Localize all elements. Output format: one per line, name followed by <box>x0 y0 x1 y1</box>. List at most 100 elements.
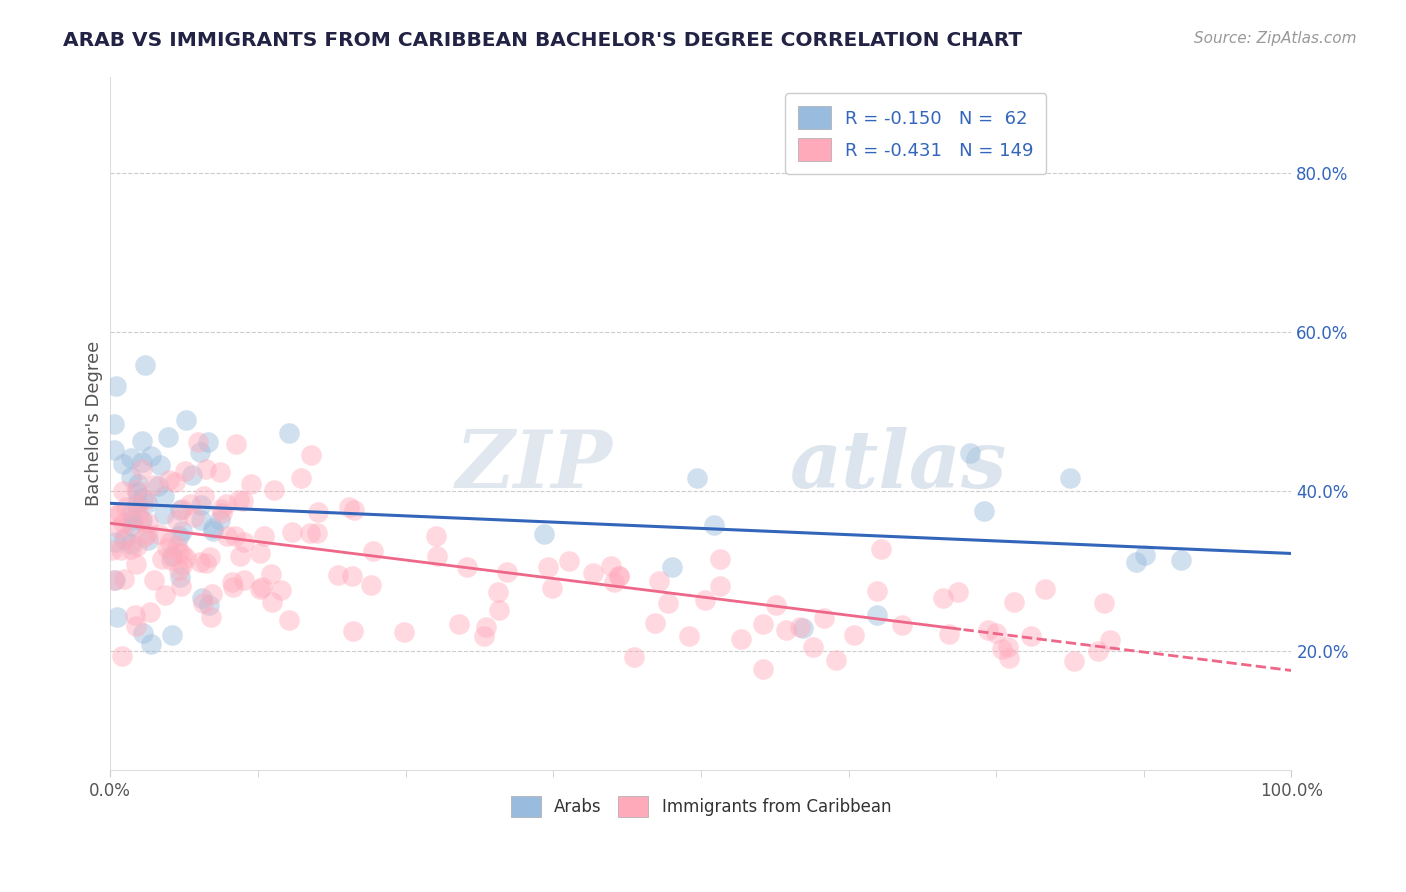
Point <box>131 512 153 526</box>
Point <box>127 477 149 491</box>
Point <box>188 555 211 569</box>
Point <box>110 543 132 558</box>
Point <box>202 524 225 538</box>
Text: ZIP: ZIP <box>456 426 612 504</box>
Point <box>170 502 193 516</box>
Point <box>198 598 221 612</box>
Point <box>183 510 205 524</box>
Point <box>360 578 382 592</box>
Point <box>307 526 329 541</box>
Point <box>167 545 190 559</box>
Point <box>112 532 135 546</box>
Point <box>232 494 254 508</box>
Point <box>825 652 848 666</box>
Point <box>160 549 183 563</box>
Point <box>221 575 243 590</box>
Text: ARAB VS IMMIGRANTS FROM CARIBBEAN BACHELOR'S DEGREE CORRELATION CHART: ARAB VS IMMIGRANTS FROM CARIBBEAN BACHEL… <box>63 31 1022 50</box>
Point <box>290 471 312 485</box>
Point <box>866 583 889 598</box>
Point <box>222 580 245 594</box>
Point <box>195 462 218 476</box>
Point <box>132 530 155 544</box>
Point <box>1092 596 1115 610</box>
Point <box>138 605 160 619</box>
Point <box>623 649 645 664</box>
Point <box>191 591 214 606</box>
Point <box>120 450 142 465</box>
Point <box>153 588 176 602</box>
Point <box>174 413 197 427</box>
Point <box>240 477 263 491</box>
Point <box>870 541 893 556</box>
Point <box>112 516 135 530</box>
Point <box>866 608 889 623</box>
Point <box>253 529 276 543</box>
Text: atlas: atlas <box>789 426 1007 504</box>
Point <box>475 619 498 633</box>
Point <box>200 587 222 601</box>
Legend: Arabs, Immigrants from Caribbean: Arabs, Immigrants from Caribbean <box>503 789 898 824</box>
Point <box>224 528 246 542</box>
Point <box>789 620 811 634</box>
Point <box>129 513 152 527</box>
Point <box>120 506 142 520</box>
Point <box>973 504 995 518</box>
Point <box>170 579 193 593</box>
Point <box>298 525 321 540</box>
Point <box>361 544 384 558</box>
Point <box>136 533 159 548</box>
Point <box>392 624 415 639</box>
Point <box>997 640 1019 654</box>
Point <box>765 598 787 612</box>
Point <box>111 648 134 663</box>
Point <box>232 535 254 549</box>
Point <box>343 502 366 516</box>
Point <box>541 581 564 595</box>
Point <box>1019 629 1042 643</box>
Point <box>661 560 683 574</box>
Point <box>426 549 449 563</box>
Point <box>162 628 184 642</box>
Point <box>229 549 252 563</box>
Point <box>166 537 188 551</box>
Point <box>1033 582 1056 596</box>
Point <box>127 508 149 522</box>
Point <box>752 616 775 631</box>
Point <box>148 479 170 493</box>
Point <box>103 573 125 587</box>
Point <box>121 518 143 533</box>
Point <box>124 607 146 622</box>
Point <box>112 572 135 586</box>
Point <box>112 483 135 498</box>
Point <box>159 535 181 549</box>
Point <box>488 603 510 617</box>
Point <box>472 629 495 643</box>
Point <box>125 539 148 553</box>
Point <box>977 624 1000 638</box>
Point <box>1098 632 1121 647</box>
Point <box>932 591 955 606</box>
Point <box>496 565 519 579</box>
Point <box>103 535 125 549</box>
Point <box>607 569 630 583</box>
Point <box>249 546 271 560</box>
Point <box>342 568 364 582</box>
Point <box>250 580 273 594</box>
Point <box>456 560 478 574</box>
Point <box>228 493 250 508</box>
Point <box>131 491 153 505</box>
Point <box>150 551 173 566</box>
Point <box>127 485 149 500</box>
Point <box>121 513 143 527</box>
Point <box>533 527 555 541</box>
Point <box>599 558 621 573</box>
Point <box>139 637 162 651</box>
Point <box>127 500 149 514</box>
Point <box>709 551 731 566</box>
Point <box>342 624 364 638</box>
Point <box>984 626 1007 640</box>
Point <box>134 358 156 372</box>
Point <box>270 582 292 597</box>
Point <box>172 558 194 572</box>
Point <box>208 513 231 527</box>
